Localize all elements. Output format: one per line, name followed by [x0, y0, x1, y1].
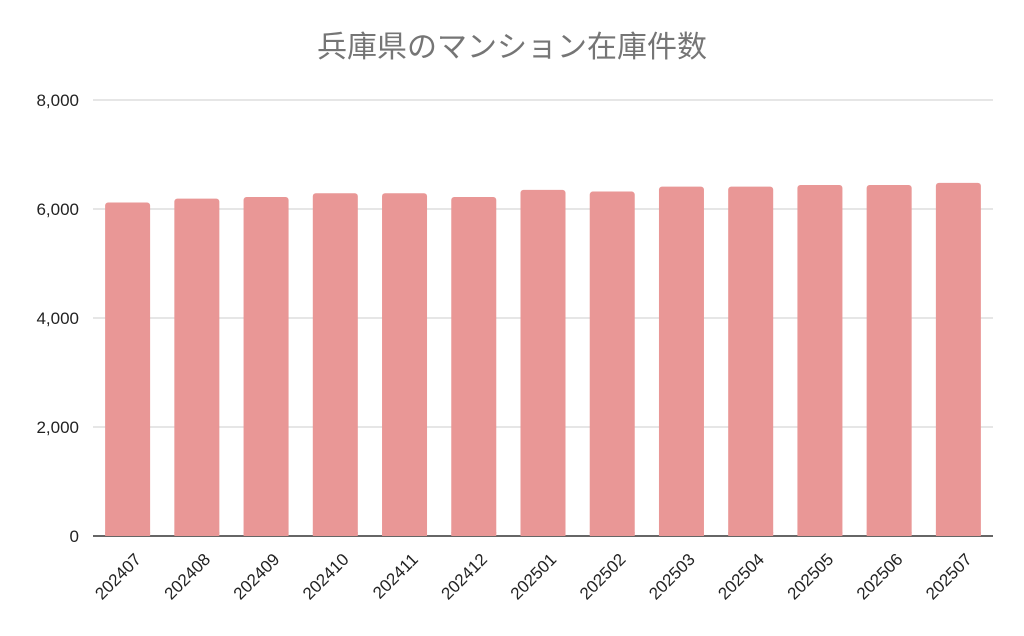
- bar-202502: [589, 191, 635, 536]
- y-tick-label: 8,000: [36, 91, 79, 110]
- x-tick-label: 202411: [369, 550, 422, 603]
- bar-base-202505: [797, 532, 843, 536]
- x-tick-label: 202505: [784, 550, 838, 604]
- bar-202412: [451, 197, 497, 536]
- bar-202408: [174, 198, 220, 536]
- bar-202507: [935, 182, 981, 536]
- y-axis-ticks: 0 2,000 4,000 6,000 8,000: [36, 91, 79, 546]
- bar-202411: [382, 193, 428, 536]
- bar-202506: [866, 185, 912, 536]
- x-tick-label: 202409: [230, 550, 284, 604]
- x-tick-label: 202410: [299, 550, 353, 604]
- x-tick-label: 202506: [853, 550, 907, 604]
- bar-base-202410: [312, 532, 358, 536]
- bar-202505: [797, 185, 843, 536]
- bar-202410: [312, 193, 358, 536]
- bars: [105, 182, 981, 537]
- x-tick-label: 202507: [922, 550, 976, 604]
- x-axis-ticks: 202407 202408 202409 202410 202411 202412 2025…: [91, 550, 975, 604]
- y-tick-label: 0: [70, 527, 79, 546]
- bar-202504: [728, 186, 774, 536]
- x-tick-label: 202503: [645, 550, 699, 604]
- y-tick-label: 4,000: [36, 309, 79, 328]
- bar-base-202504: [728, 532, 774, 536]
- x-tick-label: 202407: [91, 550, 145, 604]
- x-tick-label: 202502: [576, 550, 630, 604]
- y-tick-label: 2,000: [36, 418, 79, 437]
- bar-base-202412: [451, 532, 497, 536]
- bar-base-202407: [105, 532, 151, 536]
- bar-202501: [520, 189, 566, 537]
- bar-base-202411: [382, 532, 428, 536]
- bar-base-202502: [589, 532, 635, 536]
- x-tick-label: 202408: [161, 550, 215, 604]
- bar-base-202506: [866, 532, 912, 536]
- y-tick-label: 6,000: [36, 200, 79, 219]
- bar-base-202503: [658, 532, 704, 536]
- bar-202409: [243, 197, 289, 536]
- x-tick-label: 202504: [714, 550, 768, 604]
- x-tick-label: 202501: [507, 550, 561, 604]
- bar-base-202501: [520, 532, 566, 536]
- x-tick-label: 202412: [438, 550, 492, 604]
- bar-base-202409: [243, 532, 289, 536]
- bar-202503: [658, 186, 704, 536]
- bar-base-202507: [935, 532, 981, 536]
- bar-base-202408: [174, 532, 220, 536]
- chart-title: 兵庫県のマンション在庫件数: [317, 30, 707, 65]
- bar-202407: [105, 202, 151, 536]
